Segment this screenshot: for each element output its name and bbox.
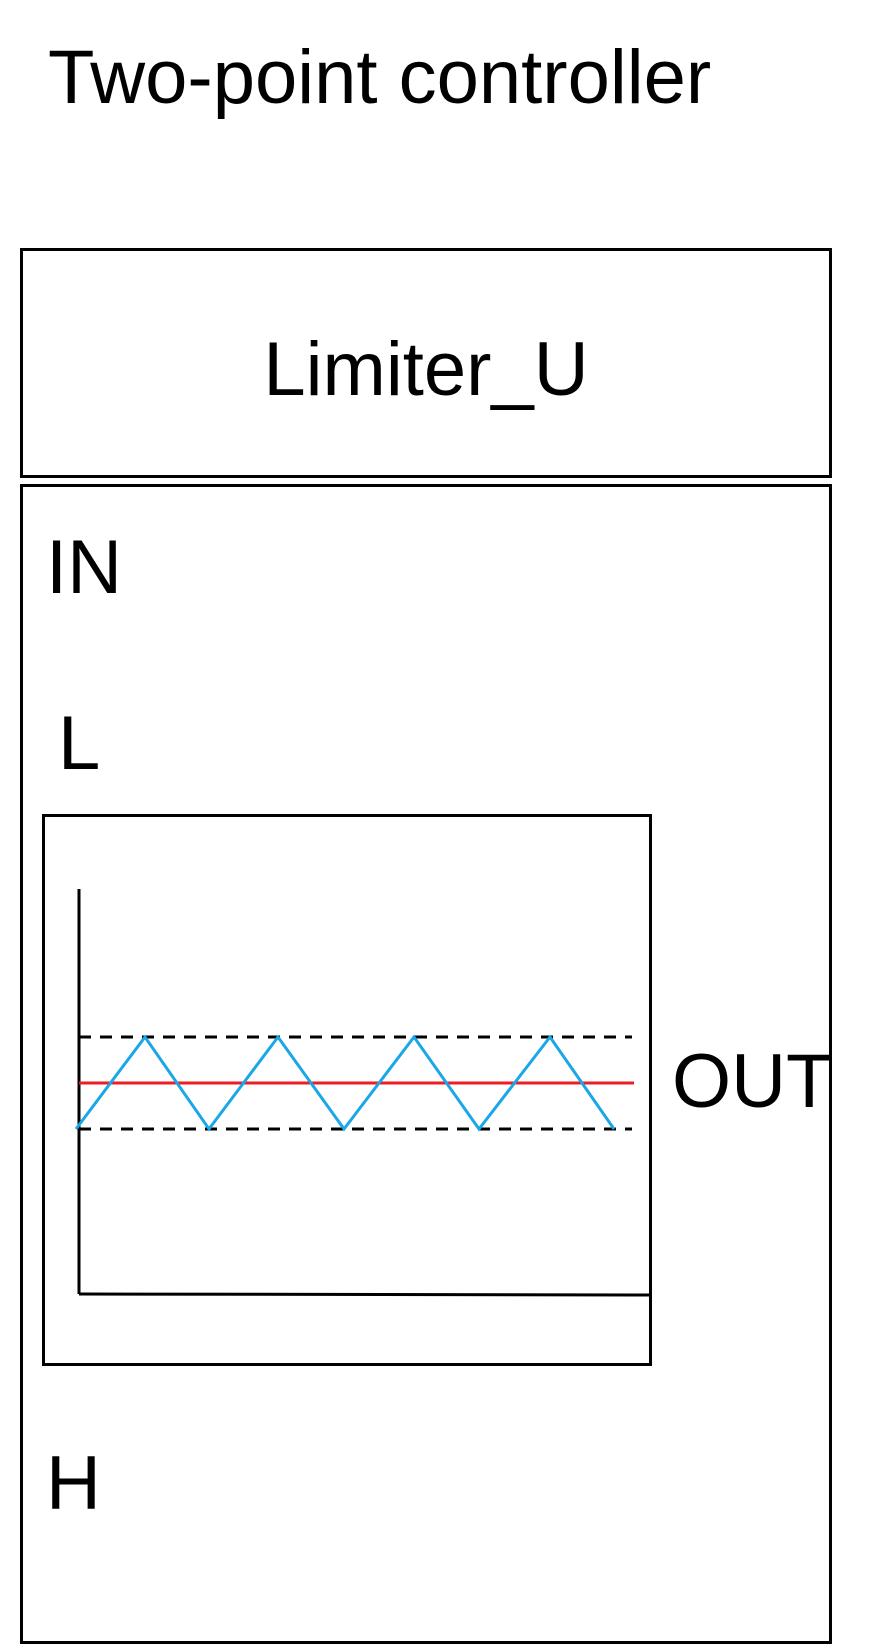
x-axis — [78, 1292, 651, 1297]
diagram-title: Two-point controller — [48, 35, 712, 120]
block-name: Limiter_U — [263, 327, 589, 412]
block-header: Limiter_U — [20, 248, 832, 478]
block-body — [20, 484, 832, 1644]
port-in-label: IN — [46, 525, 122, 610]
port-h-label: H — [46, 1441, 101, 1526]
plot-frame — [42, 814, 652, 1366]
port-l-label: L — [58, 701, 101, 786]
controlled-signal-wave — [74, 1034, 616, 1132]
port-out-label: OUT — [672, 1039, 833, 1124]
